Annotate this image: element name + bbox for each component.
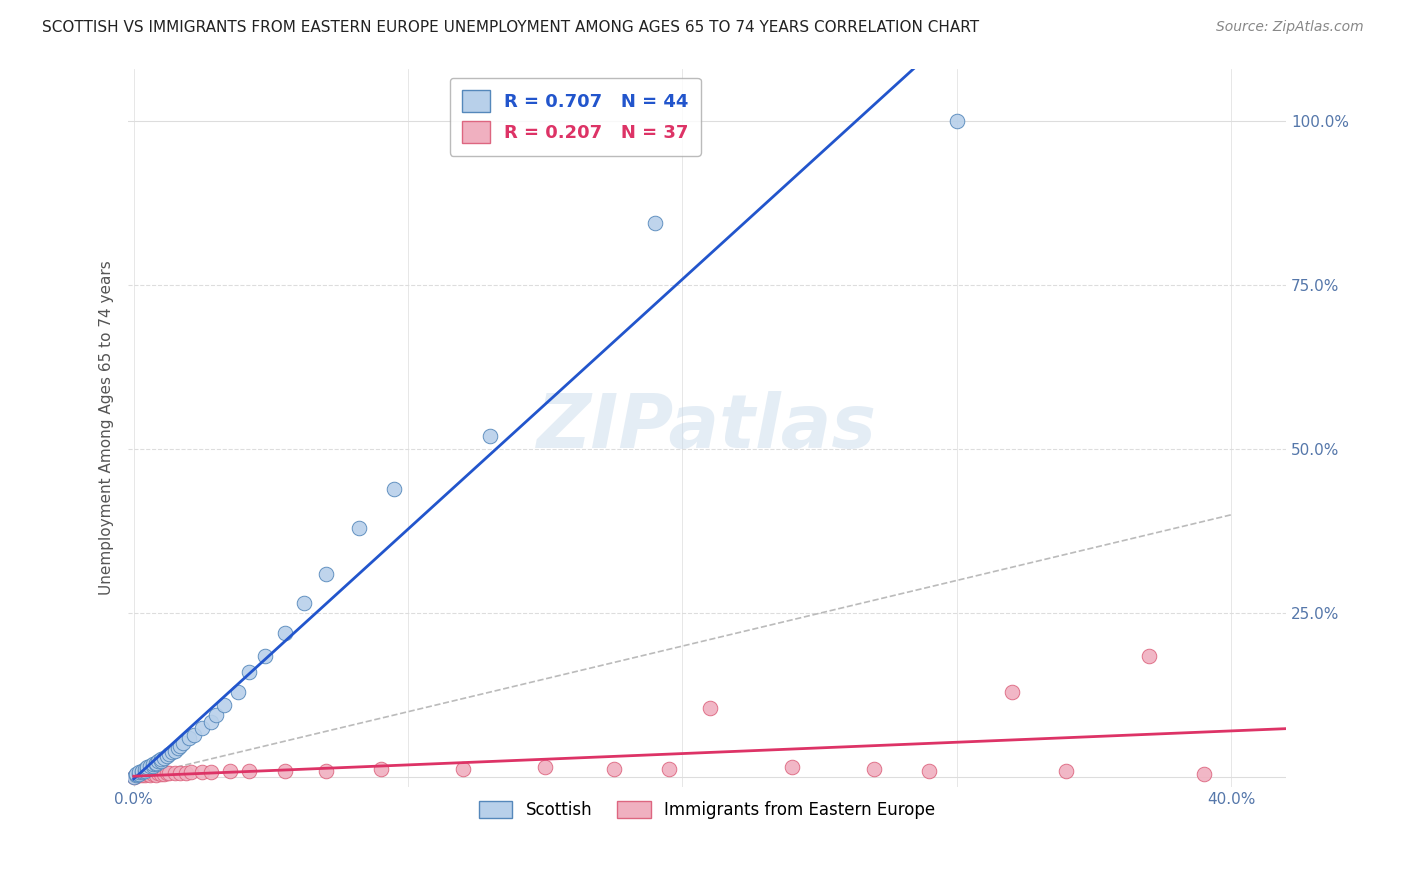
Point [200, 714, 222, 729]
Point [214, 698, 236, 713]
Point [131, 767, 153, 781]
Point [145, 767, 167, 781]
Point [125, 769, 148, 783]
Point [238, 665, 260, 680]
Text: ZIPatlas: ZIPatlas [537, 392, 877, 465]
Point [644, 216, 666, 230]
Point [451, 762, 474, 776]
Point [131, 765, 153, 780]
Point [658, 762, 681, 776]
Point [945, 114, 967, 128]
Point [136, 767, 159, 781]
Point [128, 765, 150, 780]
Point [150, 767, 173, 781]
Point [273, 764, 295, 778]
Point [226, 685, 249, 699]
Point [134, 768, 156, 782]
Point [174, 766, 197, 780]
Point [370, 763, 392, 777]
Point [134, 764, 156, 778]
Point [863, 763, 886, 777]
Point [273, 626, 295, 640]
Point [163, 744, 186, 758]
Point [157, 765, 180, 780]
Point [128, 768, 150, 782]
Point [153, 750, 176, 764]
Point [347, 521, 370, 535]
Point [160, 745, 183, 759]
Point [699, 701, 721, 715]
Legend: Scottish, Immigrants from Eastern Europe: Scottish, Immigrants from Eastern Europe [472, 794, 942, 826]
Point [142, 767, 165, 781]
Point [191, 721, 214, 735]
Point [142, 757, 165, 772]
Point [180, 765, 202, 780]
Point [169, 739, 191, 753]
Point [315, 566, 337, 581]
Point [148, 766, 170, 780]
Point [254, 648, 277, 663]
Point [172, 736, 194, 750]
Point [131, 764, 153, 778]
Point [218, 764, 240, 778]
Point [156, 749, 179, 764]
Point [1056, 764, 1078, 778]
Point [150, 754, 173, 768]
Point [315, 764, 337, 778]
Point [780, 760, 803, 774]
Point [292, 596, 315, 610]
Point [1001, 685, 1024, 699]
Point [136, 763, 159, 777]
Point [156, 766, 179, 780]
Point [191, 765, 214, 780]
Point [177, 731, 200, 745]
Point [200, 765, 222, 780]
Point [603, 762, 626, 776]
Point [153, 767, 176, 781]
Point [122, 770, 145, 784]
Point [534, 760, 557, 774]
Point [139, 767, 162, 781]
Point [150, 752, 173, 766]
Point [145, 756, 167, 770]
Point [134, 763, 156, 777]
Y-axis label: Unemployment Among Ages 65 to 74 years: Unemployment Among Ages 65 to 74 years [100, 260, 114, 595]
Point [169, 765, 191, 780]
Point [145, 757, 167, 772]
Point [479, 429, 502, 443]
Point [125, 767, 148, 781]
Point [136, 760, 159, 774]
Point [142, 758, 165, 772]
Point [166, 740, 188, 755]
Point [125, 768, 148, 782]
Point [1192, 767, 1215, 781]
Point [128, 767, 150, 781]
Point [163, 766, 186, 780]
Point [139, 758, 162, 772]
Point [382, 482, 405, 496]
Point [1137, 648, 1160, 663]
Point [122, 770, 145, 784]
Point [918, 764, 941, 778]
Text: SCOTTISH VS IMMIGRANTS FROM EASTERN EUROPE UNEMPLOYMENT AMONG AGES 65 TO 74 YEAR: SCOTTISH VS IMMIGRANTS FROM EASTERN EURO… [42, 20, 980, 35]
Point [157, 747, 180, 762]
Point [205, 708, 228, 723]
Point [183, 728, 205, 742]
Point [148, 754, 170, 768]
Text: Source: ZipAtlas.com: Source: ZipAtlas.com [1216, 20, 1364, 34]
Point [238, 764, 260, 778]
